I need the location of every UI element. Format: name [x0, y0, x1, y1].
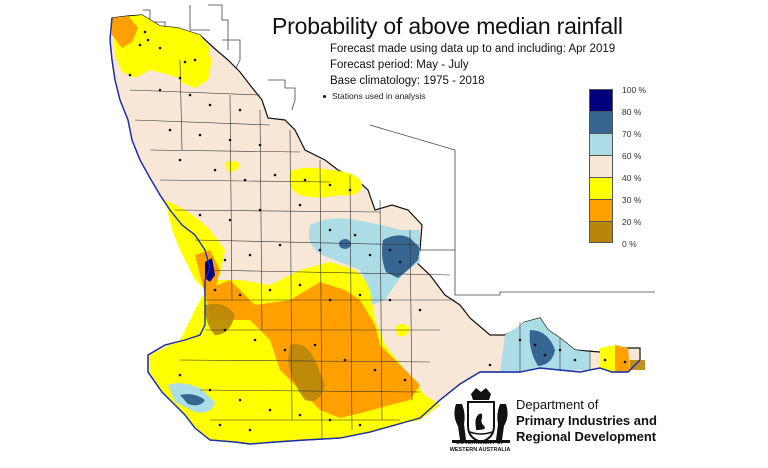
station-dot-icon — [323, 95, 326, 99]
department-name: Department of Primary Industries and Reg… — [516, 397, 657, 445]
crest-line-2: WESTERN AUSTRALIA — [449, 447, 511, 453]
coastline — [109, 17, 641, 445]
legend-label: 40 % — [622, 173, 642, 183]
color-legend — [589, 89, 613, 243]
base-climatology: Base climatology: 1975 - 2018 — [330, 75, 485, 87]
wa-government-crest-icon — [452, 388, 510, 444]
legend-band-70-80 — [589, 111, 613, 133]
zones-0-20 — [205, 303, 645, 401]
legend-label: 0 % — [622, 239, 637, 249]
legend-label: 100 % — [622, 85, 647, 95]
legend-band-40-60 — [589, 155, 613, 177]
dept-line-1: Department of — [516, 397, 599, 412]
shire-boundaries — [129, 59, 591, 441]
forecast-data-date: Forecast made using data up to and inclu… — [330, 43, 616, 55]
forecast-period: Forecast period: May - July — [330, 59, 469, 71]
crest-caption: GOVERNMENT OF WESTERN AUSTRALIA — [440, 440, 520, 454]
stations-legend: Stations used in analysis — [323, 91, 426, 101]
map-title: Probability of above median rainfall — [272, 13, 623, 39]
legend-band-60-70 — [589, 133, 613, 155]
stations-label: Stations used in analysis — [332, 91, 426, 101]
legend-label: 60 % — [622, 151, 642, 161]
legend-band-20-30 — [589, 199, 613, 221]
legend-label: 30 % — [622, 195, 642, 205]
legend-label: 20 % — [622, 217, 642, 227]
dept-line-2: Primary Industries and — [516, 413, 657, 428]
legend-band-30-40 — [589, 177, 613, 199]
legend-band-0-20 — [589, 221, 613, 243]
legend-band-80-100 — [589, 89, 613, 111]
crest-line-1: GOVERNMENT OF — [455, 440, 505, 446]
dept-line-3: Regional Development — [516, 429, 657, 444]
legend-label: 80 % — [622, 107, 642, 117]
station-dots — [128, 30, 627, 432]
legend-label: 70 % — [622, 129, 642, 139]
